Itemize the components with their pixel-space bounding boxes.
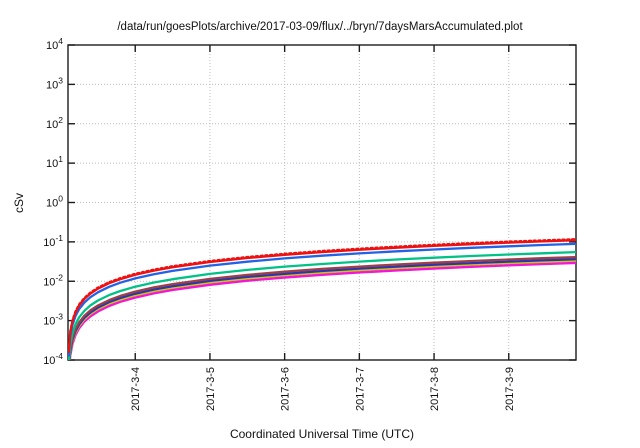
y-tick-label: 103	[46, 75, 63, 91]
curve-magenta-dotted	[68, 260, 576, 360]
y-tick-label: 101	[46, 154, 63, 170]
curve-magenta	[68, 261, 576, 360]
y-tick-label: 102	[46, 115, 63, 131]
x-tick-label: 2017-3-8	[429, 367, 441, 411]
y-tick-label: 10-1	[43, 233, 63, 249]
x-axis-label: Coordinated Universal Time (UTC)	[229, 427, 415, 441]
curve-red-dotted	[68, 238, 576, 352]
y-axis-label: cSv	[12, 193, 26, 214]
x-tick-label: 2017-3-7	[354, 367, 366, 411]
curve-maroon	[68, 255, 576, 360]
x-tick-label: 2017-3-4	[130, 367, 142, 411]
y-tick-label: 100	[46, 194, 63, 210]
y-tick-label: 10-4	[43, 351, 63, 367]
curve-blue	[68, 242, 576, 357]
y-tick-label: 10-3	[43, 312, 63, 328]
plot-border	[67, 44, 577, 361]
x-tick-label: 2017-3-5	[205, 367, 217, 411]
curve-green	[68, 250, 576, 360]
y-tick-label: 104	[46, 36, 63, 52]
chart-title: /data/run/goesPlots/archive/2017-03-09/f…	[117, 21, 523, 33]
x-tick-label: 2017-3-9	[504, 367, 516, 411]
y-tick-label: 10-2	[43, 272, 63, 288]
x-tick-label: 2017-3-6	[280, 367, 292, 411]
